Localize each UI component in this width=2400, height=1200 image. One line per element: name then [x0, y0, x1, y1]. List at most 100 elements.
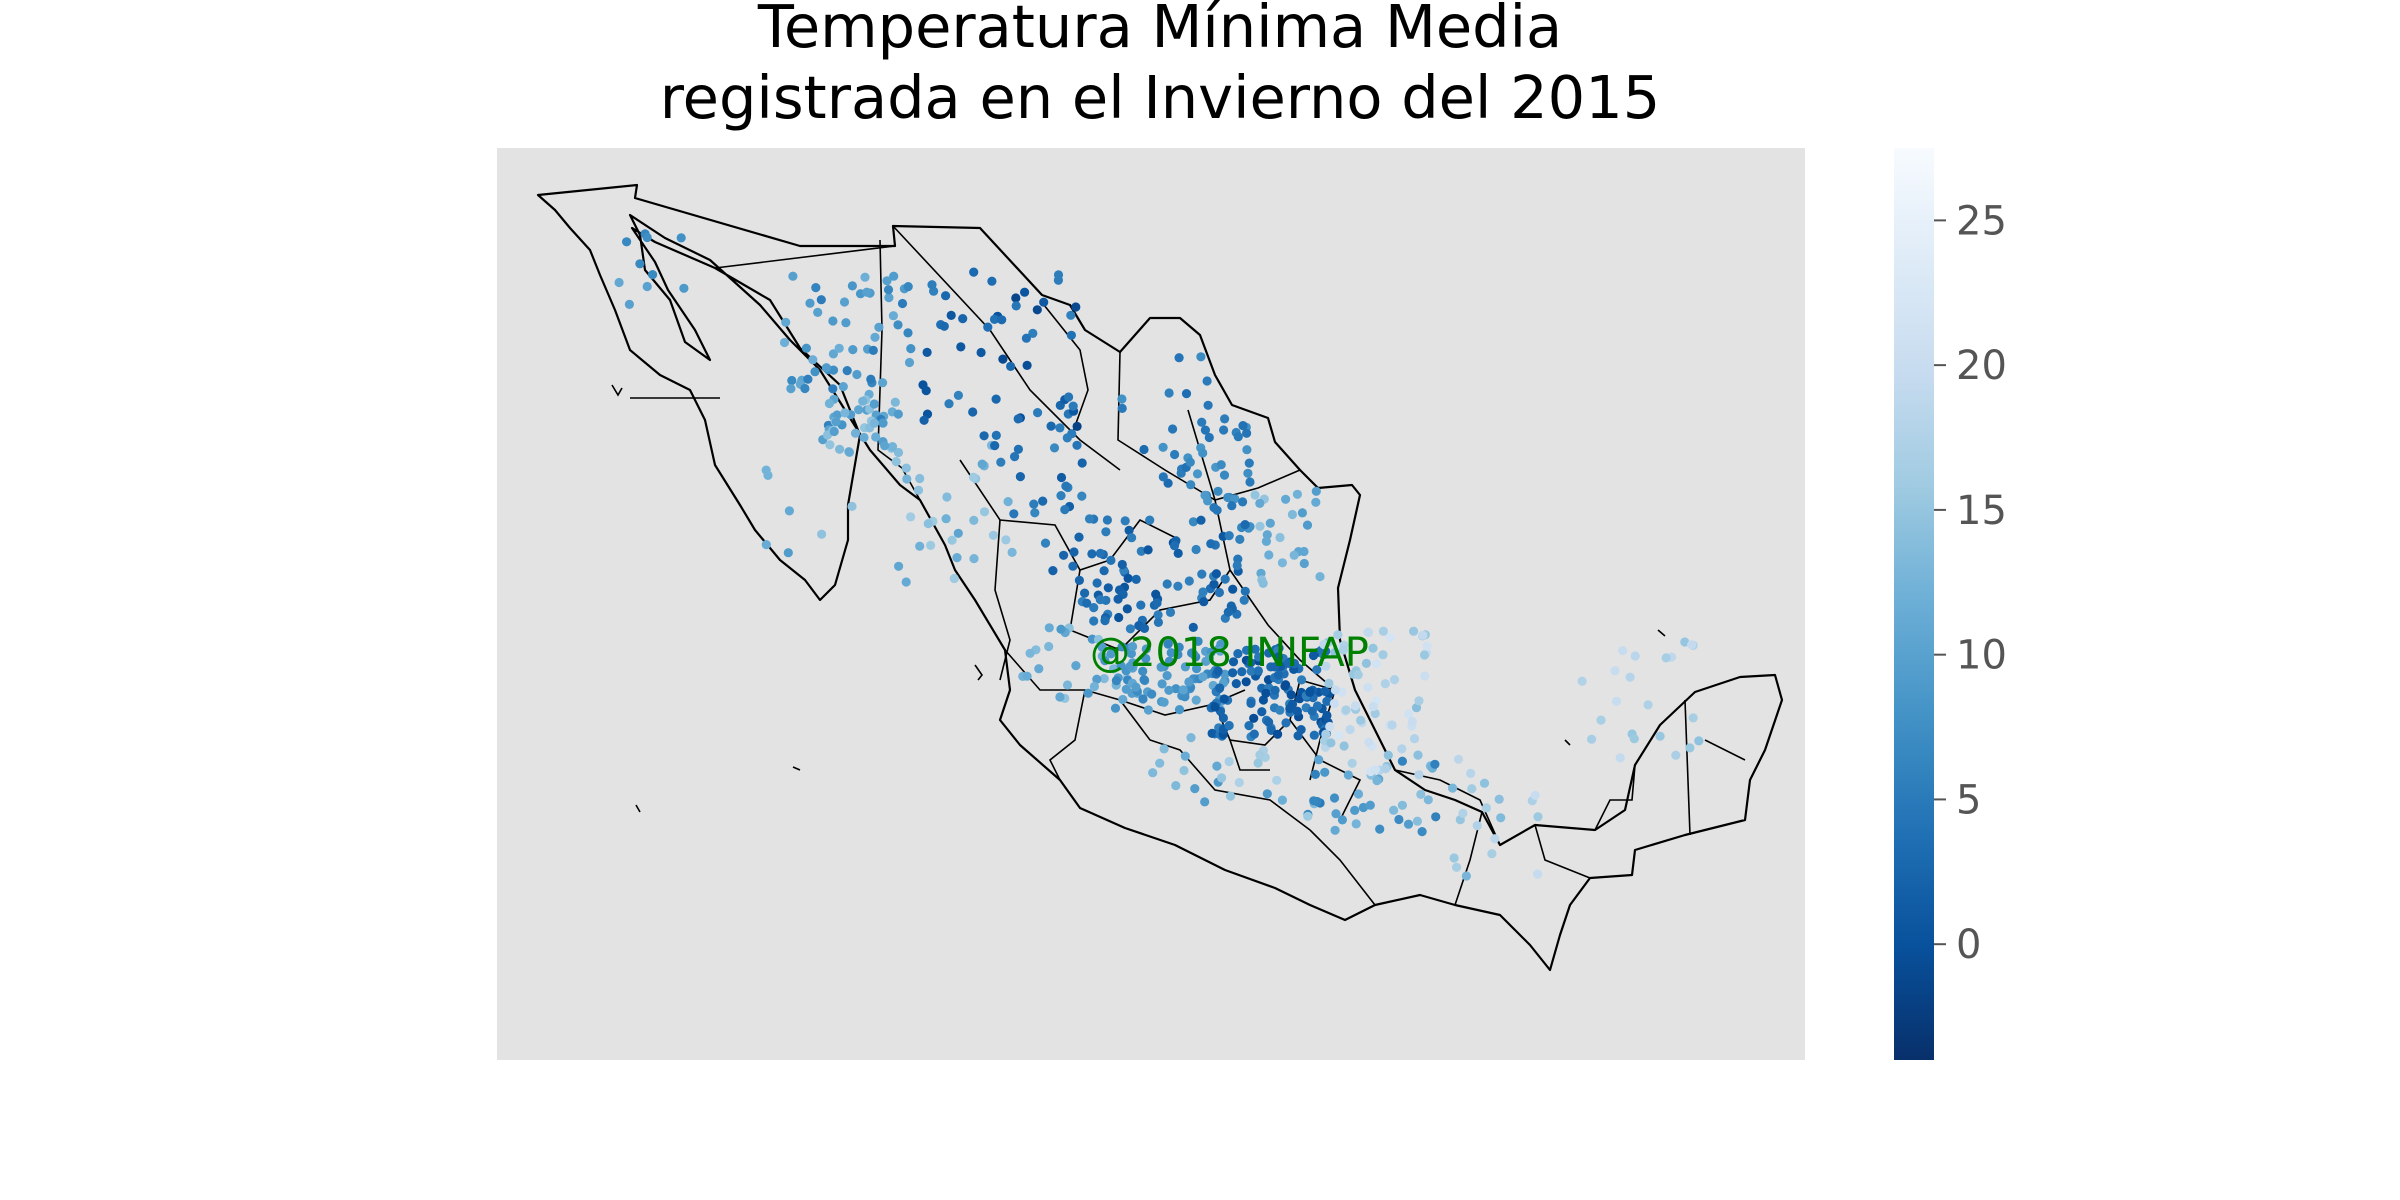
station-point	[941, 291, 951, 301]
station-point	[1345, 724, 1355, 735]
station-point	[1238, 497, 1248, 507]
station-point	[1237, 667, 1247, 677]
station-point	[1625, 672, 1635, 682]
station-point	[883, 285, 894, 295]
station-point	[1206, 539, 1216, 549]
station-point	[1671, 750, 1681, 760]
station-points	[614, 229, 1704, 881]
station-point	[1155, 758, 1165, 768]
station-point	[1011, 293, 1021, 303]
station-point	[1207, 728, 1217, 739]
station-point	[1231, 679, 1241, 689]
station-point	[1055, 423, 1065, 433]
station-point	[1353, 789, 1364, 799]
station-point	[1264, 550, 1274, 560]
station-point	[1361, 658, 1371, 669]
station-point	[1220, 414, 1230, 424]
station-point	[1343, 770, 1353, 780]
station-point	[1315, 572, 1325, 582]
station-point	[1224, 531, 1234, 541]
station-point	[1490, 834, 1500, 844]
station-point	[1204, 653, 1214, 663]
station-point	[1111, 676, 1121, 686]
station-point	[1100, 616, 1110, 626]
station-point	[1533, 869, 1543, 879]
station-point	[1397, 756, 1407, 766]
station-point	[1330, 685, 1340, 695]
colorbar: 0 5 10 15 20 25	[1894, 148, 2007, 1060]
station-point	[1039, 297, 1049, 307]
station-point	[1308, 650, 1319, 661]
station-point	[1337, 815, 1347, 825]
station-point	[889, 271, 899, 281]
station-point	[1283, 658, 1293, 669]
station-point	[1044, 623, 1054, 633]
station-point	[915, 541, 925, 551]
station-point	[1049, 443, 1060, 453]
station-point	[894, 561, 904, 571]
station-point	[1273, 729, 1283, 739]
station-point	[1139, 675, 1149, 685]
station-point	[1466, 768, 1476, 779]
station-point	[1311, 486, 1321, 496]
station-point	[1117, 559, 1127, 570]
station-point	[1411, 703, 1422, 713]
station-point	[1412, 816, 1422, 826]
station-point	[1314, 755, 1324, 765]
station-point	[642, 232, 652, 243]
station-point	[1372, 659, 1382, 669]
station-point	[1141, 653, 1151, 664]
station-point	[1212, 761, 1222, 771]
station-point	[1021, 333, 1031, 343]
station-point	[1242, 428, 1252, 438]
station-point	[1215, 683, 1225, 693]
station-point	[1210, 702, 1220, 712]
station-point	[1378, 650, 1388, 660]
station-point	[635, 259, 645, 269]
mexico-map	[536, 183, 1784, 972]
station-point	[1228, 657, 1239, 667]
station-point	[1203, 400, 1213, 410]
station-point	[1126, 648, 1136, 659]
station-point	[847, 501, 857, 511]
station-point	[1092, 578, 1102, 588]
station-point	[1173, 548, 1183, 559]
station-point	[1113, 594, 1123, 604]
station-point	[1431, 812, 1441, 822]
station-point	[1272, 775, 1282, 785]
station-point	[1643, 700, 1653, 710]
station-point	[854, 405, 864, 415]
station-point	[1397, 744, 1407, 754]
station-point	[1320, 686, 1330, 697]
station-point	[1153, 617, 1163, 628]
station-point	[1338, 645, 1348, 655]
station-point	[946, 310, 956, 320]
station-point	[1311, 497, 1321, 507]
station-point	[1138, 666, 1148, 676]
station-point	[903, 328, 913, 338]
station-point	[1089, 616, 1099, 626]
station-point	[1214, 587, 1224, 598]
station-point	[1125, 661, 1135, 672]
station-point	[1077, 458, 1087, 468]
station-point	[1241, 677, 1251, 687]
station-point	[969, 267, 979, 277]
station-point	[979, 507, 990, 517]
station-point	[987, 276, 997, 286]
station-point	[953, 390, 964, 400]
station-point	[901, 463, 911, 473]
station-point	[1423, 795, 1433, 805]
station-point	[890, 397, 900, 407]
station-point	[1136, 600, 1146, 610]
station-point	[1082, 598, 1092, 608]
station-point	[1258, 578, 1268, 589]
station-point	[1339, 741, 1349, 751]
station-point	[1223, 607, 1233, 617]
station-point	[1217, 773, 1227, 783]
station-point	[991, 430, 1001, 440]
station-point	[1156, 662, 1166, 672]
station-point	[1139, 623, 1150, 634]
station-point	[1254, 652, 1264, 662]
station-point	[1064, 392, 1074, 402]
station-point	[1320, 767, 1330, 777]
